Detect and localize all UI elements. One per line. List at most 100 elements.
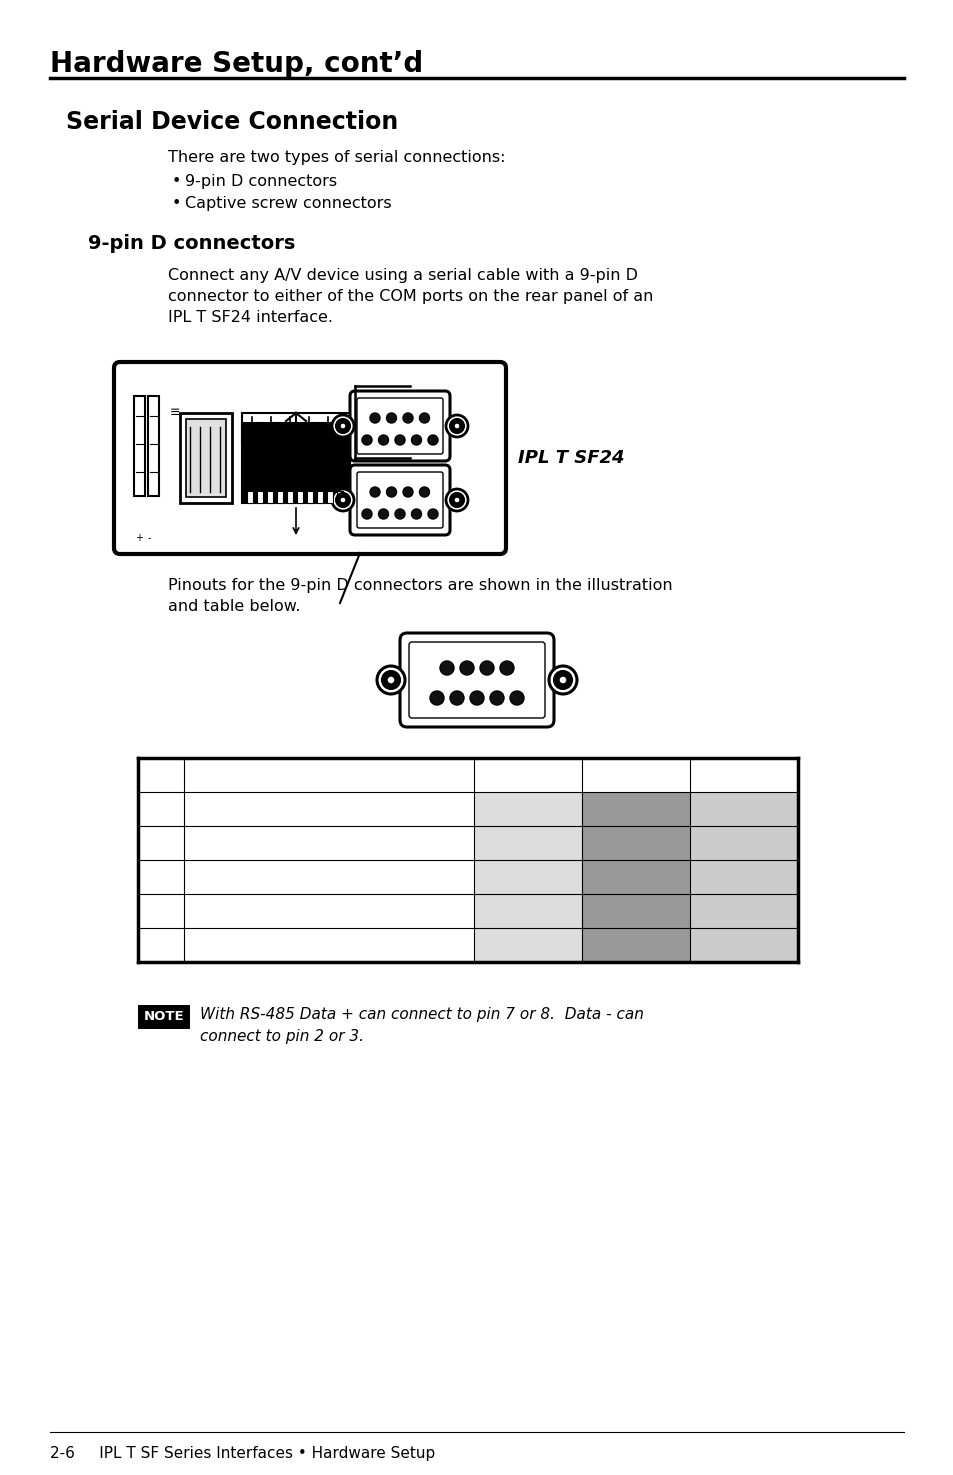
Bar xyxy=(581,894,689,928)
FancyBboxPatch shape xyxy=(356,398,442,454)
Bar xyxy=(316,491,323,503)
Text: With RS-485 Data + can connect to pin 7 or 8.  Data - can
connect to pin 2 or 3.: With RS-485 Data + can connect to pin 7 … xyxy=(200,1007,643,1044)
Text: Connect any A/V device using a serial cable with a 9-pin D
connector to either o: Connect any A/V device using a serial ca… xyxy=(168,268,653,324)
Circle shape xyxy=(335,419,350,434)
Text: +: + xyxy=(135,532,143,543)
Bar xyxy=(327,491,333,503)
Circle shape xyxy=(386,413,396,423)
Bar xyxy=(336,491,343,503)
Bar xyxy=(689,894,797,928)
Circle shape xyxy=(499,661,514,676)
Bar xyxy=(287,491,293,503)
Circle shape xyxy=(419,487,429,497)
Bar xyxy=(138,792,184,826)
Bar xyxy=(296,491,303,503)
Circle shape xyxy=(439,661,454,676)
Bar xyxy=(256,491,263,503)
Bar xyxy=(242,423,350,503)
Circle shape xyxy=(470,690,483,705)
Circle shape xyxy=(450,493,463,507)
Bar xyxy=(581,928,689,962)
FancyBboxPatch shape xyxy=(356,472,442,528)
Bar xyxy=(689,860,797,894)
Circle shape xyxy=(335,493,350,507)
Bar xyxy=(138,758,184,792)
Bar xyxy=(138,928,184,962)
Bar xyxy=(276,491,283,503)
Text: 9-pin D connectors: 9-pin D connectors xyxy=(88,235,295,254)
Circle shape xyxy=(450,690,463,705)
Bar xyxy=(689,758,797,792)
Bar xyxy=(242,413,350,442)
FancyBboxPatch shape xyxy=(113,361,505,555)
Bar xyxy=(581,826,689,860)
FancyBboxPatch shape xyxy=(350,391,450,462)
Bar xyxy=(689,928,797,962)
Circle shape xyxy=(402,413,413,423)
Bar xyxy=(581,792,689,826)
Bar xyxy=(138,860,184,894)
Circle shape xyxy=(411,509,421,519)
Bar xyxy=(184,860,474,894)
Circle shape xyxy=(548,667,577,695)
Bar xyxy=(474,792,581,826)
Circle shape xyxy=(446,414,468,437)
Circle shape xyxy=(450,419,463,434)
Bar xyxy=(184,928,474,962)
Bar xyxy=(184,826,474,860)
Circle shape xyxy=(411,435,421,445)
FancyBboxPatch shape xyxy=(409,642,544,718)
Text: NOTE: NOTE xyxy=(144,1010,184,1024)
Circle shape xyxy=(387,676,395,684)
Circle shape xyxy=(339,423,346,429)
Text: 9-pin D connectors: 9-pin D connectors xyxy=(185,174,336,189)
Circle shape xyxy=(332,490,354,510)
Circle shape xyxy=(370,487,379,497)
Circle shape xyxy=(558,676,566,684)
Text: 2-6     IPL T SF Series Interfaces • Hardware Setup: 2-6 IPL T SF Series Interfaces • Hardwar… xyxy=(50,1446,435,1462)
Bar xyxy=(186,419,226,497)
Circle shape xyxy=(395,435,405,445)
Circle shape xyxy=(430,690,443,705)
Circle shape xyxy=(402,487,413,497)
Text: •: • xyxy=(172,196,181,211)
Text: ≡: ≡ xyxy=(170,406,180,419)
Circle shape xyxy=(428,435,437,445)
Circle shape xyxy=(554,671,572,689)
FancyBboxPatch shape xyxy=(350,465,450,535)
Bar xyxy=(474,758,581,792)
Circle shape xyxy=(361,435,372,445)
Bar xyxy=(689,792,797,826)
Circle shape xyxy=(395,509,405,519)
Circle shape xyxy=(454,497,459,503)
Circle shape xyxy=(459,661,474,676)
Bar xyxy=(180,413,232,503)
Bar xyxy=(184,894,474,928)
Bar xyxy=(184,758,474,792)
Bar xyxy=(267,491,273,503)
Text: There are two types of serial connections:: There are two types of serial connection… xyxy=(168,150,505,165)
Text: Hardware Setup, cont’d: Hardware Setup, cont’d xyxy=(50,50,423,78)
Circle shape xyxy=(428,509,437,519)
Bar xyxy=(138,894,184,928)
Bar xyxy=(138,1004,190,1030)
Circle shape xyxy=(419,413,429,423)
Circle shape xyxy=(446,490,468,510)
Bar xyxy=(474,894,581,928)
Circle shape xyxy=(376,667,405,695)
Circle shape xyxy=(490,690,503,705)
Text: -: - xyxy=(148,532,152,543)
Circle shape xyxy=(386,487,396,497)
Text: Captive screw connectors: Captive screw connectors xyxy=(185,196,392,211)
Circle shape xyxy=(370,413,379,423)
Circle shape xyxy=(378,435,388,445)
Text: •: • xyxy=(172,174,181,189)
Bar xyxy=(184,792,474,826)
Circle shape xyxy=(332,414,354,437)
Bar xyxy=(581,860,689,894)
Circle shape xyxy=(339,497,346,503)
Circle shape xyxy=(378,509,388,519)
Bar xyxy=(148,395,159,496)
Bar xyxy=(133,395,145,496)
Bar xyxy=(474,860,581,894)
